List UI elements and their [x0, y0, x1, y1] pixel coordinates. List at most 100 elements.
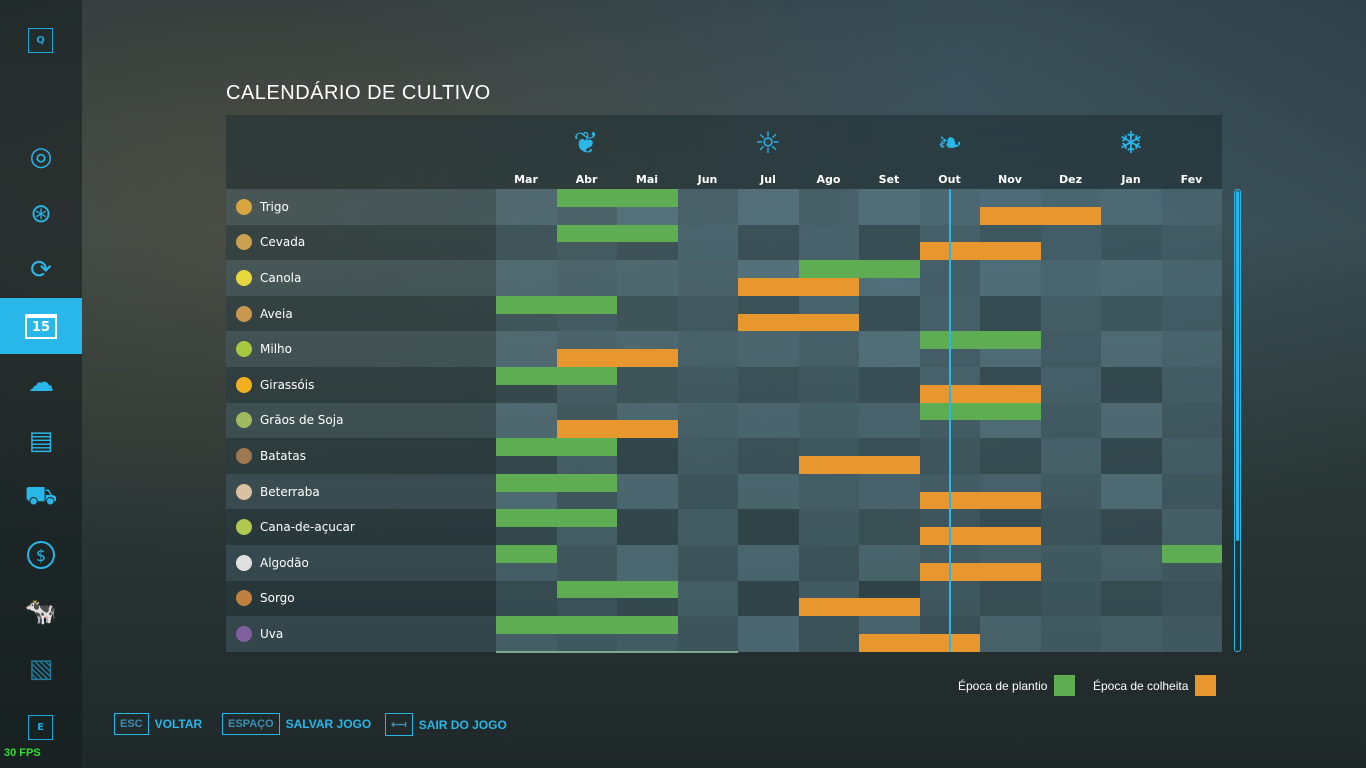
sidebar-item-map[interactable]: ◎	[0, 129, 82, 185]
plant-period-bar	[496, 545, 557, 563]
harvest-period-bar	[919, 242, 1041, 261]
crop-label: Batatas	[226, 438, 496, 474]
calendar-cell	[617, 367, 678, 403]
harvest-period-bar	[556, 420, 678, 439]
crop-row[interactable]	[226, 402, 1222, 439]
calendar-cell	[859, 402, 920, 439]
calendar-cell	[859, 224, 920, 261]
calendar-cell	[1161, 616, 1222, 652]
crop-row[interactable]	[226, 295, 1222, 332]
winter-icon: ❄	[1118, 126, 1144, 161]
harvest-period-bar	[798, 456, 920, 474]
prev-page-key[interactable]: Q	[28, 28, 53, 53]
crop-row[interactable]	[226, 438, 1222, 474]
calendar-cell	[738, 438, 799, 474]
calendar-cell	[617, 260, 678, 296]
calendar-cell	[1161, 224, 1222, 261]
crop-label: Girassóis	[226, 367, 496, 403]
calendar-cell	[738, 545, 799, 581]
crop-icon	[236, 412, 252, 429]
plant-period-bar	[556, 189, 678, 207]
calendar-cell	[859, 367, 920, 403]
plant-period-bar	[496, 473, 617, 492]
sidebar-item-weather[interactable]: ☁	[0, 355, 82, 411]
back-button[interactable]: ESC VOLTAR	[114, 713, 202, 735]
sidebar-item-vehicles[interactable]: ⊛	[0, 186, 82, 242]
steering-wheel-icon: ⊛	[30, 199, 52, 229]
harvest-period-bar	[919, 384, 1041, 403]
sidebar-item-crops[interactable]: ⟳	[0, 242, 82, 298]
calendar-cell	[980, 438, 1041, 474]
calendar-cell	[1101, 260, 1162, 296]
legend-harvest-swatch	[1195, 675, 1217, 696]
quit-label: SAIR DO JOGO	[418, 717, 507, 732]
calendar-cell	[677, 224, 738, 261]
calendar-cell	[1161, 295, 1222, 332]
calendar-cell	[617, 473, 678, 510]
harvest-period-bar	[556, 349, 678, 367]
contracts-icon: ▧	[28, 654, 54, 684]
calendar-cell	[798, 616, 859, 652]
sidebar-item-finances[interactable]: $	[0, 527, 82, 583]
harvest-period-bar	[919, 562, 1041, 581]
crop-label: Uva	[226, 616, 496, 652]
calendar-cell	[738, 189, 799, 225]
calendar-cell	[1161, 438, 1222, 474]
sidebar-item-contracts[interactable]: ▧	[0, 641, 82, 697]
scrollbar-thumb[interactable]	[1236, 191, 1239, 542]
sidebar-item-animals[interactable]: 🐄	[0, 584, 82, 640]
crop-row[interactable]	[226, 224, 1222, 261]
calendar-cell	[1161, 331, 1222, 367]
legend-harvest: Época de colheita	[1093, 675, 1217, 696]
page-title: CALENDÁRIO DE CULTIVO	[226, 82, 491, 104]
calendar-cell	[798, 331, 859, 367]
crop-row[interactable]	[226, 580, 1222, 617]
crop-name: Uva	[260, 626, 284, 641]
calendar-cell	[1101, 545, 1162, 581]
crop-row[interactable]	[226, 473, 1222, 510]
crop-name: Sorgo	[260, 591, 295, 606]
crop-row[interactable]	[226, 331, 1222, 367]
next-page-key[interactable]: E	[28, 715, 53, 740]
crop-row[interactable]	[226, 367, 1222, 403]
back-label: VOLTAR	[154, 717, 203, 731]
crop-label: Sorgo	[226, 581, 496, 617]
calendar-cell	[1040, 295, 1101, 332]
save-game-button[interactable]: ESPAÇO SALVAR JOGO	[222, 713, 371, 735]
scrollbar[interactable]	[1234, 189, 1241, 652]
sidebar-item-statistics[interactable]: ▤	[0, 413, 82, 469]
calendar-cell	[798, 473, 859, 510]
calendar-header	[226, 115, 1222, 189]
quit-game-button[interactable]: ⟻ SAIR DO JOGO	[385, 713, 507, 736]
crop-label: Cevada	[226, 225, 496, 261]
crop-icon	[236, 625, 252, 642]
crop-row[interactable]	[226, 545, 1222, 581]
calendar-cell	[798, 402, 859, 439]
crop-icon	[236, 554, 252, 571]
sidebar-item-calendar[interactable]: 15	[0, 298, 82, 354]
crop-row[interactable]	[226, 509, 1222, 545]
calendar-cell	[677, 545, 738, 581]
month-label: Out	[938, 173, 961, 186]
sidebar-item-garage[interactable]: ⛟	[0, 470, 82, 526]
crop-icon	[236, 519, 252, 536]
harvest-period-bar	[919, 527, 1041, 545]
crop-icon	[236, 590, 252, 607]
crop-label: Canola	[226, 260, 496, 296]
calendar-cell	[1101, 509, 1162, 545]
calendar-cell	[617, 545, 678, 581]
month-label: Mar	[514, 173, 538, 186]
harvest-period-bar	[798, 598, 920, 617]
fps-counter: 30 FPS	[4, 747, 41, 759]
calendar-cell	[738, 473, 799, 510]
calendar-cell	[617, 438, 678, 474]
calendar-cell	[738, 509, 799, 545]
crop-row[interactable]	[226, 616, 1222, 652]
calendar-cell	[496, 260, 557, 296]
calendar-cell	[980, 260, 1041, 296]
month-label: Mai	[635, 173, 659, 186]
crop-row[interactable]	[226, 260, 1222, 296]
calendar-cell	[677, 473, 738, 510]
calendar-cell	[798, 224, 859, 261]
crop-label: Aveia	[226, 296, 496, 332]
